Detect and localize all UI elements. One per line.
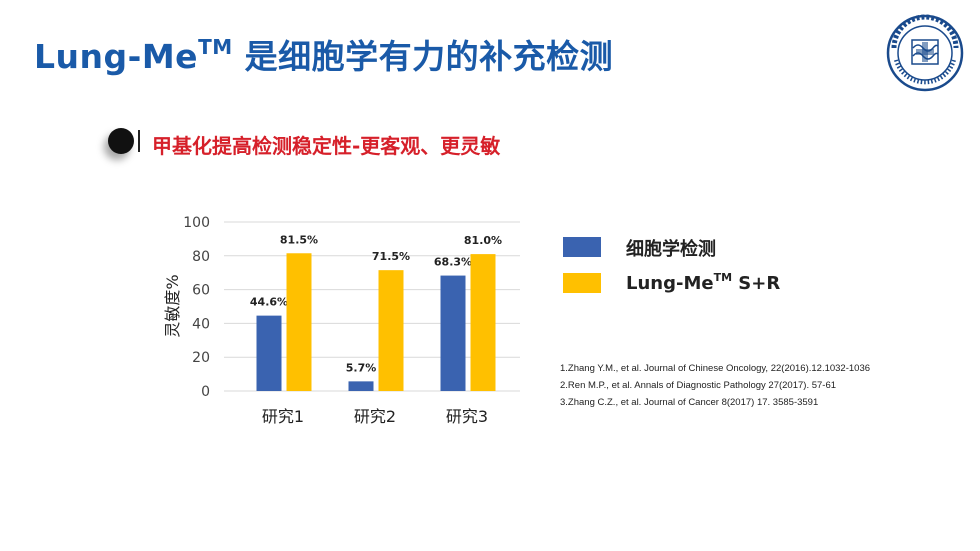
legend-label-lungme: Lung-MeTM S+R — [626, 271, 780, 294]
y-tick-label: 100 — [183, 215, 210, 231]
y-axis-ticks: 0 20 40 60 80 100 — [183, 215, 210, 400]
bar-data-label: 71.5% — [372, 250, 410, 263]
bar-data-label: 81.5% — [280, 233, 318, 246]
bar-data-label: 81.0% — [464, 234, 502, 247]
bar-cytology-3 — [440, 275, 466, 391]
x-tick-label: 研究3 — [446, 407, 488, 426]
legend-label-lungme-text: Lung-Me — [626, 273, 714, 294]
x-tick-label: 研究2 — [354, 407, 396, 426]
y-tick-label: 80 — [192, 249, 210, 265]
y-tick-label: 60 — [192, 283, 210, 299]
legend-swatch-lungme — [563, 273, 601, 293]
hospital-seal-icon — [886, 14, 964, 92]
bar-lungme-1 — [286, 253, 312, 391]
chart-bars: 44.6% 81.5% 5.7% 71.5% 68.3% 81.0% — [250, 233, 502, 391]
x-tick-label: 研究1 — [262, 407, 304, 426]
x-axis-labels: 研究1 研究2 研究3 — [262, 407, 488, 426]
bar-cytology-2 — [348, 381, 374, 391]
reference-item: 2.Ren M.P., et al. Annals of Diagnostic … — [560, 380, 837, 391]
bar-lungme-2 — [378, 270, 404, 391]
bullet-dot-icon — [108, 128, 134, 154]
y-tick-label: 40 — [192, 316, 210, 332]
y-tick-label: 0 — [201, 384, 210, 400]
y-tick-label: 20 — [192, 350, 210, 366]
bar-data-label: 68.3% — [434, 256, 472, 269]
bar-cytology-1 — [256, 315, 282, 391]
slide-title: Lung-MeTM 是细胞学有力的补充检测 — [34, 30, 613, 78]
y-axis-label: 灵敏度% — [163, 274, 182, 337]
legend-label-cytology-text: 细胞学检测 — [626, 239, 716, 260]
reference-item: 3.Zhang C.Z., et al. Journal of Cancer 8… — [560, 397, 819, 408]
legend-label-lungme-trademark: TM — [713, 271, 733, 284]
title-main: Lung-Me — [34, 37, 199, 76]
legend-label-lungme-suffix: S+R — [732, 273, 781, 294]
legend-label-cytology: 细胞学检测 — [626, 235, 716, 261]
title-trademark: TM — [198, 35, 233, 59]
reference-item: 1.Zhang Y.M., et al. Journal of Chinese … — [560, 363, 871, 374]
bullet-marker — [104, 126, 144, 156]
slide-subtitle: 甲基化提高检测稳定性-更客观、更灵敏 — [152, 134, 501, 158]
bar-data-label: 44.6% — [250, 296, 288, 309]
legend-swatch-cytology — [563, 237, 601, 257]
title-rest: 是细胞学有力的补充检测 — [232, 37, 614, 76]
bullet-bar — [138, 130, 140, 152]
references-list: 1.Zhang Y.M., et al. Journal of Chinese … — [560, 360, 870, 411]
bar-data-label: 5.7% — [346, 361, 377, 374]
bar-lungme-3 — [470, 254, 496, 391]
